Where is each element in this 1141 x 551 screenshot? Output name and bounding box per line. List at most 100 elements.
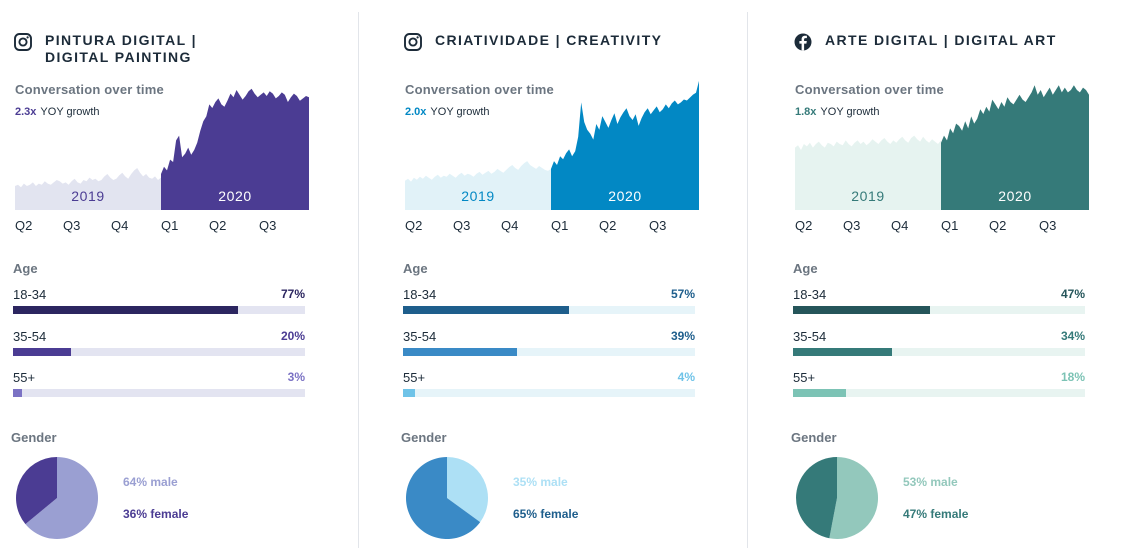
quarter-tick-label: Q1 bbox=[941, 218, 959, 233]
quarter-tick-label: Q3 bbox=[1039, 218, 1057, 233]
pie-slice-male bbox=[447, 457, 489, 523]
panel-title: CRIATIVIDADE | CREATIVITY bbox=[435, 32, 663, 48]
growth-label: YOY growth bbox=[430, 106, 490, 118]
age-bar-track bbox=[13, 306, 305, 314]
age-percent-label: 18% bbox=[1060, 370, 1085, 384]
quarter-tick-label: Q2 bbox=[795, 218, 813, 233]
quarter-tick-label: Q4 bbox=[891, 218, 909, 233]
quarter-axis: Q2 Q3 Q4 Q1 Q2 Q3 bbox=[405, 218, 699, 234]
age-group-label: 18-34 bbox=[13, 287, 47, 302]
age-bar-track bbox=[13, 389, 305, 397]
chart-panel-1: PINTURA DIGITAL | DIGITAL PAINTING Conver… bbox=[11, 0, 333, 551]
conversation-area-chart: 2019 2020 bbox=[15, 88, 309, 210]
yoy-growth: 2.3x YOY growth bbox=[15, 106, 100, 118]
growth-value: 1.8x bbox=[795, 106, 817, 118]
age-group-label: 55+ bbox=[403, 370, 426, 385]
age-bar-fill bbox=[403, 306, 570, 314]
age-bar-track bbox=[793, 348, 1085, 356]
instagram-icon bbox=[404, 33, 422, 51]
age-percent-label: 3% bbox=[287, 370, 305, 384]
year-label-2020: 2020 bbox=[218, 188, 252, 204]
age-bar-fill bbox=[793, 306, 931, 314]
age-bar-track bbox=[793, 389, 1085, 397]
quarter-tick-label: Q3 bbox=[259, 218, 277, 233]
gender-legend-female: 47% female bbox=[903, 507, 969, 521]
gender-pie-chart bbox=[796, 457, 879, 539]
age-group-label: 55+ bbox=[793, 370, 816, 385]
quarter-tick-label: Q1 bbox=[551, 218, 569, 233]
facebook-icon bbox=[794, 33, 812, 51]
age-group-label: 18-34 bbox=[793, 287, 827, 302]
instagram-icon bbox=[14, 33, 32, 51]
pie-slice-male bbox=[829, 457, 879, 539]
age-group-label: 18-34 bbox=[403, 287, 437, 302]
pie-slice-female bbox=[406, 457, 481, 539]
quarter-tick-label: Q2 bbox=[15, 218, 33, 233]
age-bar-row: 35-54 34% bbox=[793, 329, 1085, 365]
growth-value: 2.0x bbox=[405, 106, 427, 118]
panel-header: PINTURA DIGITAL | DIGITAL PAINTING bbox=[13, 32, 197, 66]
chart-panel-3: ARTE DIGITAL | DIGITAL ART Conversation o… bbox=[791, 0, 1113, 551]
series-2020-area bbox=[161, 88, 309, 210]
age-bar-fill bbox=[403, 389, 415, 397]
quarter-tick-label: Q2 bbox=[209, 218, 227, 233]
age-group-label: 55+ bbox=[13, 370, 36, 385]
conversation-title: Conversation over time bbox=[795, 82, 944, 97]
age-bar-fill bbox=[793, 348, 893, 356]
gender-title: Gender bbox=[791, 430, 837, 445]
age-percent-label: 77% bbox=[280, 287, 305, 301]
age-bar-row: 18-34 77% bbox=[13, 287, 305, 323]
panel-header: ARTE DIGITAL | DIGITAL ART bbox=[793, 32, 1057, 52]
age-percent-label: 34% bbox=[1060, 329, 1085, 343]
conversation-title: Conversation over time bbox=[15, 82, 164, 97]
year-label-2019: 2019 bbox=[461, 188, 495, 204]
quarter-tick-label: Q4 bbox=[111, 218, 129, 233]
age-bar-row: 18-34 47% bbox=[793, 287, 1085, 323]
panel-title: PINTURA DIGITAL | DIGITAL PAINTING bbox=[45, 32, 197, 65]
gender-title: Gender bbox=[11, 430, 57, 445]
panel-divider bbox=[747, 12, 748, 548]
gender-legend-male: 64% male bbox=[123, 475, 178, 489]
quarter-axis: Q2 Q3 Q4 Q1 Q2 Q3 bbox=[795, 218, 1089, 234]
panel-header: CRIATIVIDADE | CREATIVITY bbox=[403, 32, 662, 52]
age-bar-row: 35-54 39% bbox=[403, 329, 695, 365]
age-title: Age bbox=[793, 261, 818, 276]
quarter-tick-label: Q3 bbox=[63, 218, 81, 233]
age-bar-row: 55+ 4% bbox=[403, 370, 695, 406]
quarter-tick-label: Q1 bbox=[161, 218, 179, 233]
gender-legend-female: 65% female bbox=[513, 507, 579, 521]
gender-legend-male: 35% male bbox=[513, 475, 568, 489]
conversation-title: Conversation over time bbox=[405, 82, 554, 97]
year-label-2020: 2020 bbox=[608, 188, 642, 204]
growth-label: YOY growth bbox=[40, 106, 100, 118]
quarter-tick-label: Q2 bbox=[989, 218, 1007, 233]
age-bar-fill bbox=[793, 389, 846, 397]
quarter-tick-label: Q3 bbox=[843, 218, 861, 233]
quarter-tick-label: Q3 bbox=[453, 218, 471, 233]
year-label-2019: 2019 bbox=[71, 188, 105, 204]
gender-title: Gender bbox=[401, 430, 447, 445]
age-percent-label: 57% bbox=[670, 287, 695, 301]
conversation-area-chart: 2019 2020 bbox=[795, 85, 1089, 210]
growth-label: YOY growth bbox=[820, 106, 880, 118]
conversation-area-chart: 2019 2020 bbox=[405, 80, 699, 210]
gender-legend-male: 53% male bbox=[903, 475, 958, 489]
series-2020-area bbox=[941, 85, 1089, 210]
quarter-tick-label: Q2 bbox=[599, 218, 617, 233]
age-bar-track bbox=[403, 306, 695, 314]
quarter-axis: Q2 Q3 Q4 Q1 Q2 Q3 bbox=[15, 218, 309, 234]
age-bar-track bbox=[13, 348, 305, 356]
chart-panel-2: CRIATIVIDADE | CREATIVITY Conversation ov… bbox=[401, 0, 723, 551]
quarter-tick-label: Q2 bbox=[405, 218, 423, 233]
gender-pie-chart bbox=[16, 457, 99, 539]
year-label-2019: 2019 bbox=[851, 188, 885, 204]
series-2019-area bbox=[795, 135, 941, 210]
age-percent-label: 39% bbox=[670, 329, 695, 343]
age-bar-row: 35-54 20% bbox=[13, 329, 305, 365]
series-2019-area bbox=[15, 168, 161, 210]
pie-slice-female bbox=[796, 457, 837, 539]
age-bar-track bbox=[403, 389, 695, 397]
year-label-2020: 2020 bbox=[998, 188, 1032, 204]
age-bar-track bbox=[793, 306, 1085, 314]
gender-legend-female: 36% female bbox=[123, 507, 189, 521]
